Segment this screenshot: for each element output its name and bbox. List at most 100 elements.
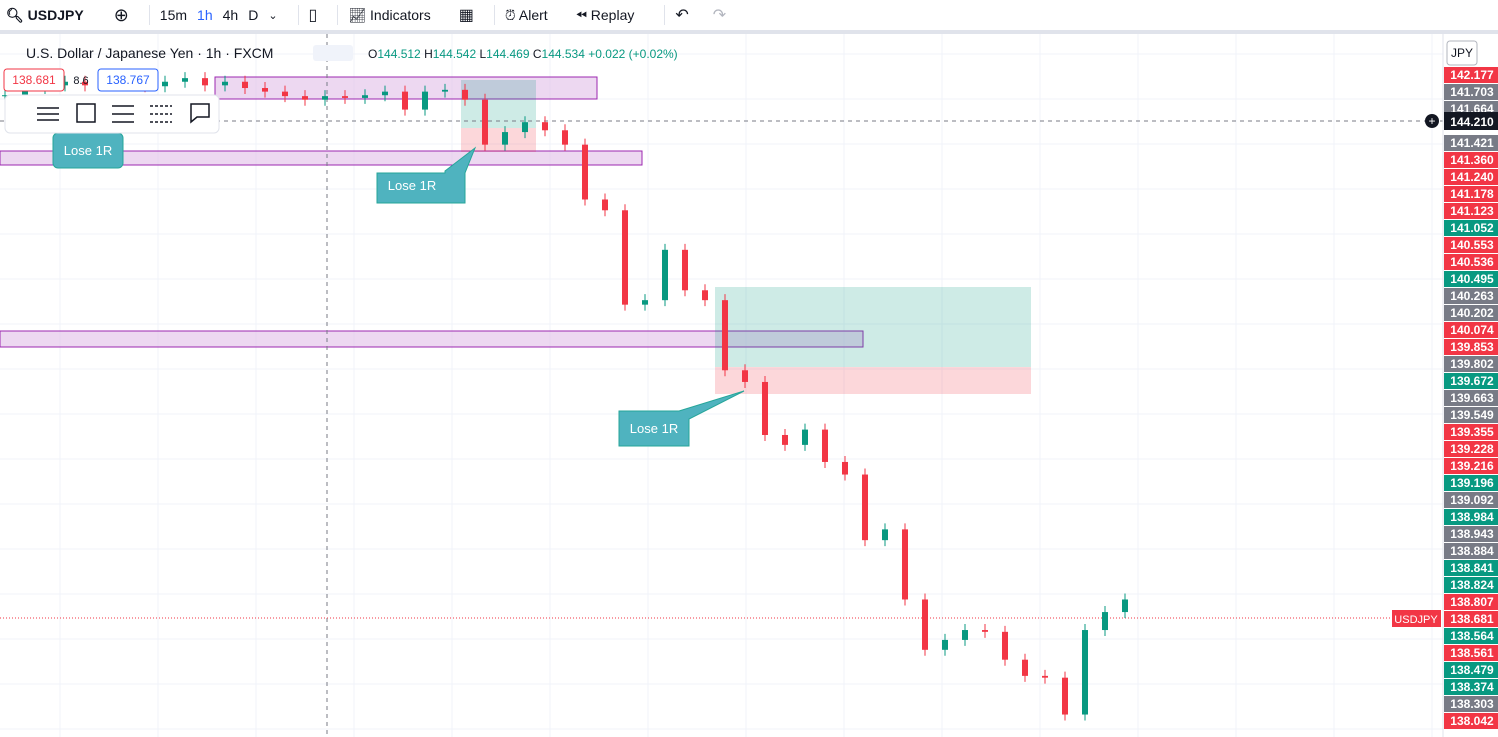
candle [642, 300, 648, 305]
candle [1042, 675, 1048, 678]
axis-label: 139.549 [1450, 408, 1494, 422]
candle [402, 91, 408, 110]
candle [602, 199, 608, 211]
candle [582, 144, 588, 200]
axis-label: 138.374 [1450, 680, 1494, 694]
target-box[interactable] [715, 287, 1031, 367]
candle [822, 429, 828, 462]
currency[interactable]: JPY [1451, 46, 1473, 60]
candle [362, 95, 368, 98]
candle [662, 249, 668, 301]
candle [542, 122, 548, 131]
callout[interactable]: Lose 1R [618, 390, 745, 447]
interval[interactable]: 4h [222, 7, 239, 23]
axis-label: 141.123 [1450, 204, 1494, 218]
axis-label: 139.216 [1450, 459, 1494, 473]
axis-label: 138.984 [1450, 510, 1494, 524]
replay-button[interactable]: ⏪︎ Replay [575, 6, 635, 23]
currency-select[interactable] [1446, 40, 1478, 66]
crosshair-plus[interactable] [1425, 114, 1439, 128]
callout[interactable]: Lose 1R [376, 146, 477, 204]
target-box[interactable] [461, 80, 536, 128]
axis-label-bg [1444, 67, 1498, 83]
spread: 8.6 [73, 75, 88, 87]
candle [242, 81, 248, 89]
symbol-search[interactable]: 🔍︎ USDJPY [6, 6, 84, 23]
candle [162, 81, 168, 87]
interval-dropdown[interactable]: ⌄ [268, 9, 278, 22]
candle [422, 91, 428, 110]
axis-label: 140.263 [1450, 289, 1494, 303]
buy-button[interactable] [97, 68, 159, 92]
axis-label-bg [1444, 322, 1498, 338]
interval[interactable]: 15m [159, 7, 188, 23]
axis-label: 140.553 [1450, 238, 1494, 252]
axis-label-bg [1444, 407, 1498, 423]
chart-type[interactable]: ▯ [308, 7, 318, 24]
candle [2, 95, 8, 97]
candle [622, 210, 628, 305]
axis-label: 138.564 [1450, 629, 1494, 643]
axis-label-bg [1444, 611, 1498, 627]
candle [782, 434, 788, 445]
candles [2, 72, 1128, 721]
axis-label-bg [1444, 543, 1498, 559]
ohlc: O144.512 H144.542 L144.469 C144.534 +0.0… [368, 47, 678, 61]
candle [1122, 599, 1128, 613]
axis-label: 138.943 [1450, 527, 1494, 541]
candle [482, 99, 488, 145]
drawing-toolbar[interactable] [4, 94, 220, 134]
buy-price[interactable]: 138.767 [106, 73, 150, 87]
candle [862, 474, 868, 541]
undo[interactable]: ↶ [675, 7, 689, 24]
symbol-tag: USDJPY [1394, 614, 1438, 626]
axis-label: 139.853 [1450, 340, 1494, 354]
indicators-label[interactable]: Indicators [370, 6, 431, 23]
axis-label-bg [1444, 696, 1498, 712]
axis-label: 139.196 [1450, 476, 1494, 490]
axis-label: 141.052 [1450, 221, 1494, 235]
axis-label: 139.355 [1450, 425, 1494, 439]
candle [882, 529, 888, 541]
axis-label: 138.479 [1450, 663, 1494, 677]
axis-label-bg [1444, 152, 1498, 168]
alert-button[interactable]: ⏰︎ Alert [504, 6, 548, 23]
axis-label-bg [1444, 373, 1498, 389]
low: 144.469 [486, 47, 530, 61]
axis-label-bg [1444, 424, 1498, 440]
alert-label[interactable]: Alert [518, 6, 548, 23]
axis-label: 141.240 [1450, 170, 1494, 184]
redo[interactable]: ↷ [712, 7, 727, 24]
compare-button[interactable]: ⊕ [113, 4, 129, 25]
axis-label-bg [1444, 594, 1498, 610]
axis-label-bg [1444, 220, 1498, 236]
candle [522, 122, 528, 133]
interval[interactable]: D [248, 7, 259, 23]
callout[interactable]: Lose 1R [52, 132, 124, 169]
axis-label: 138.561 [1450, 646, 1494, 660]
axis-label-bg [1444, 305, 1498, 321]
candle [922, 599, 928, 650]
indicators-button[interactable]: 📈︎ Indicators [348, 6, 431, 23]
plus-icon[interactable]: + [1428, 114, 1435, 128]
zone[interactable] [0, 330, 864, 348]
layouts-button[interactable]: ▦ [458, 7, 474, 24]
axis-label: 142.177 [1450, 68, 1494, 82]
zone[interactable] [0, 150, 643, 166]
axis-label-bg [1444, 288, 1498, 304]
legend-badge[interactable] [313, 45, 353, 61]
axis-label-bg [1444, 509, 1498, 525]
axis-label-bg [1444, 339, 1498, 355]
sell-button[interactable] [3, 68, 65, 92]
close: 144.534 [542, 47, 586, 61]
sell-price[interactable]: 138.681 [12, 73, 56, 87]
axis-label-bg [1444, 662, 1498, 678]
candle [262, 88, 268, 92]
candle [982, 630, 988, 632]
interval[interactable]: 1h [197, 7, 213, 23]
candle [322, 96, 328, 100]
axis-label: 138.884 [1450, 544, 1494, 558]
axis-label-bg [1444, 475, 1498, 491]
replay-label[interactable]: Replay [590, 6, 635, 23]
symbol[interactable]: USDJPY [27, 6, 84, 23]
